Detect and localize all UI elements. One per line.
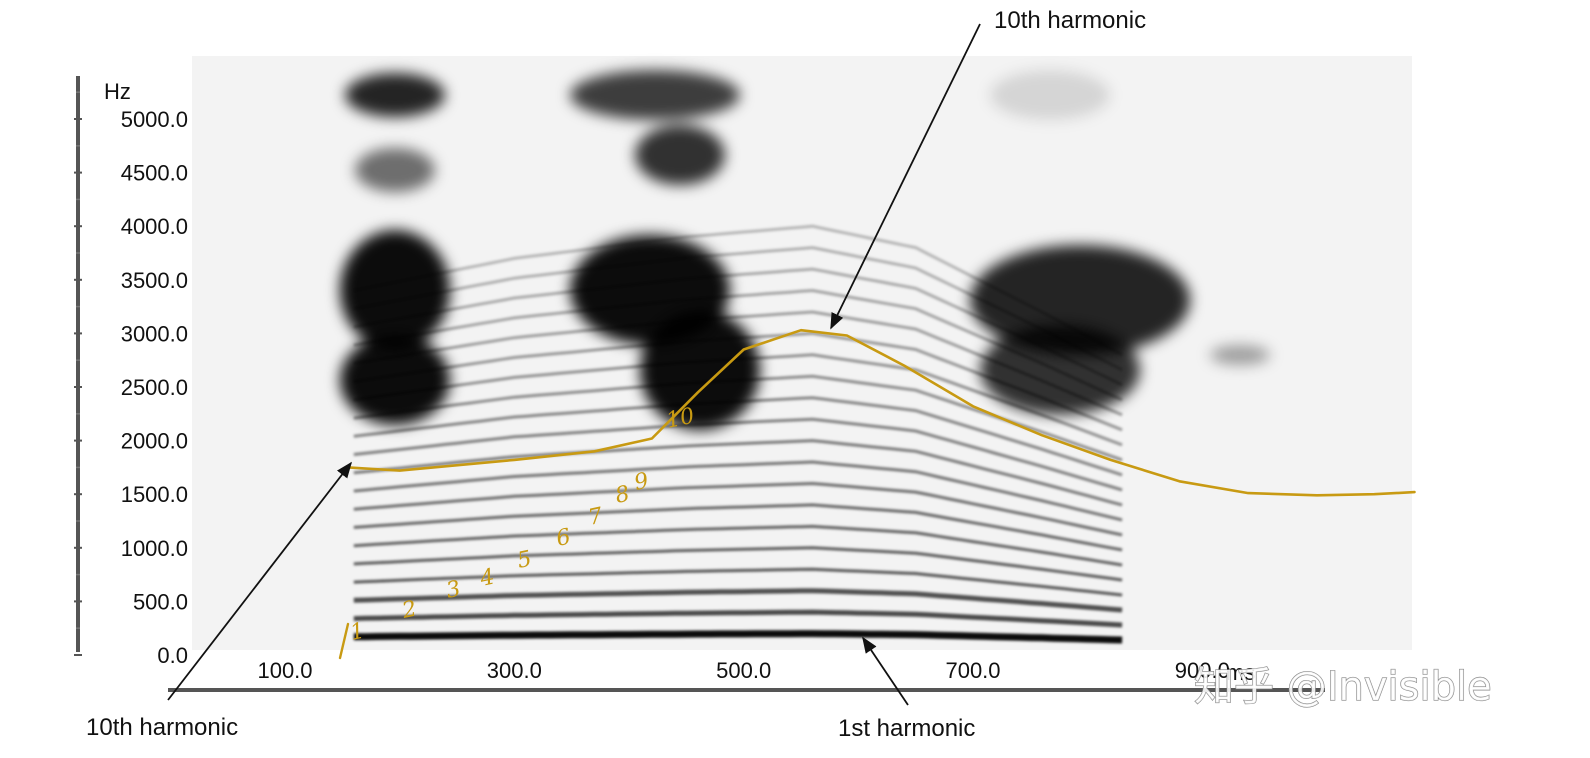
harmonic-stripe <box>353 460 1123 522</box>
harmonic-stripe <box>353 353 1123 447</box>
y-tick-label: 2500.0 <box>121 375 188 400</box>
harmonic-stripes <box>353 224 1123 644</box>
harmonic-stripe <box>353 288 1123 402</box>
harmonic-stripe <box>353 524 1123 567</box>
harmonic-stripe <box>353 609 1123 628</box>
x-tick-label: 700.0 <box>945 658 1000 683</box>
arrow-bottom-left <box>167 461 352 701</box>
harmonic-number: 7 <box>586 504 605 531</box>
harmonic-curve <box>346 328 1416 497</box>
x-tick-label: 500.0 <box>716 658 771 683</box>
harmonic-number: 10 <box>664 404 697 434</box>
y-tick-label: 1500.0 <box>121 482 188 507</box>
harmonic-number: 3 <box>444 577 463 604</box>
y-tick-label: 1000.0 <box>121 536 188 561</box>
x-tick-label: 100.0 <box>257 658 312 683</box>
y-tick-label: 0.0 <box>157 643 188 668</box>
harmonic-stripe <box>353 439 1123 507</box>
y-tick-label: 4000.0 <box>121 214 188 239</box>
x-ticks: 100.0 300.0 500.0 700.0 900.0 <box>257 658 1229 683</box>
texture-blob <box>990 70 1110 120</box>
x-unit-label: ms <box>1226 660 1255 685</box>
y-tick-label: 500.0 <box>133 589 188 614</box>
texture-blob <box>345 73 445 117</box>
harmonic-curve-tail <box>338 622 350 660</box>
texture-blob <box>635 125 725 185</box>
harmonic-stripe <box>353 331 1123 432</box>
watermark: 知乎 @Invisible <box>1194 664 1492 710</box>
y-tick-label: 3000.0 <box>121 321 188 346</box>
x-tick-label: 300.0 <box>487 658 542 683</box>
texture-blob <box>340 230 450 350</box>
y-tick-label: 4500.0 <box>121 161 188 186</box>
harmonic-number: 2 <box>399 597 419 625</box>
harmonic-number: 8 <box>613 482 632 509</box>
harmonic-stripe <box>353 503 1123 552</box>
harmonic-stripe <box>353 567 1123 597</box>
harmonic-number: 6 <box>554 525 573 552</box>
texture-blob <box>355 148 435 192</box>
annotations: 10th harmonic 10th harmonic 1st harmonic <box>86 7 1146 742</box>
x-tick-label: 900.0 <box>1175 658 1230 683</box>
texture-blob <box>340 335 450 425</box>
harmonic-stripe <box>353 224 1123 357</box>
arrow-top <box>830 23 981 330</box>
harmonic-stripe <box>353 310 1123 417</box>
axes: 0.0500.01000.01500.02000.02500.03000.035… <box>74 76 1325 692</box>
harmonic-number: 5 <box>515 547 534 574</box>
harmonic-stripe <box>353 246 1123 372</box>
y-tick-label: 5000.0 <box>121 107 188 132</box>
texture-blob <box>970 245 1190 355</box>
harmonic-stripe <box>353 417 1123 492</box>
annotation-bottom: 1st harmonic <box>838 715 975 742</box>
spectrogram-texture <box>340 70 1270 430</box>
texture-blob <box>640 310 760 430</box>
y-tick-label: 2000.0 <box>121 429 188 454</box>
texture-blob <box>570 70 740 120</box>
harmonic-stripe <box>353 588 1123 613</box>
harmonic-stripe <box>353 481 1123 537</box>
annotation-bottom-left: 10th harmonic <box>86 714 238 741</box>
texture-blob <box>1210 345 1270 365</box>
y-ticks: 0.0 500.0 1000.0 1500.0 2000.0 2500.0 3000.0 35… <box>74 91 188 668</box>
harmonic-stripe <box>353 630 1123 644</box>
annotation-top: 10th harmonic <box>994 7 1146 34</box>
harmonic-stripe <box>353 546 1123 582</box>
harmonic-stripe <box>353 267 1123 387</box>
harmonic-number: 1 <box>348 619 367 646</box>
texture-blob <box>980 325 1140 415</box>
harmonic-number: 4 <box>477 565 497 593</box>
y-tick-label: 3500.0 <box>121 268 188 293</box>
harmonic-stripe <box>353 396 1123 477</box>
y-unit-label: Hz <box>104 79 131 104</box>
arrow-bottom <box>862 636 909 706</box>
harmonic-number: 9 <box>632 469 651 496</box>
